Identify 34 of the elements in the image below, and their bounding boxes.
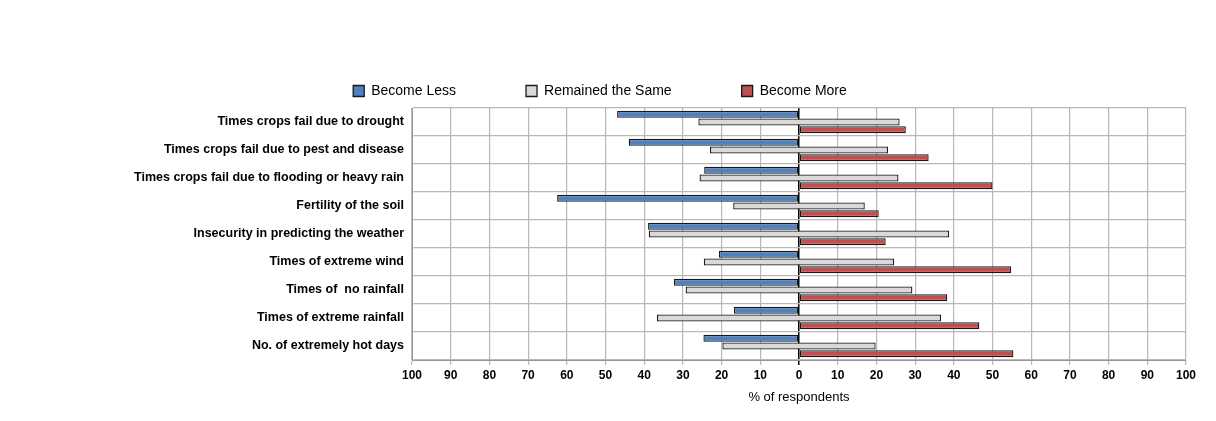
x-tick-label: 0 xyxy=(795,367,803,382)
x-tick-label: 10 xyxy=(831,367,845,382)
x-tick-label: 100 xyxy=(1175,367,1197,382)
legend-label: Become More xyxy=(759,81,848,98)
y-tick-label: Times of no rainfall xyxy=(286,282,404,297)
x-tick-label: 70 xyxy=(1063,367,1077,382)
y-tick-label: Insecurity in predicting the weather xyxy=(193,226,405,241)
x-tick-label: 10 xyxy=(753,367,768,382)
y-tick-label: No. of extremely hot days xyxy=(251,338,405,353)
x-tick-label: 50 xyxy=(985,367,1000,382)
x-tick-label: 40 xyxy=(637,367,652,382)
legend-label: Remained the Same xyxy=(544,81,672,98)
x-tick-label: 50 xyxy=(598,367,613,382)
x-tick-label: 20 xyxy=(869,367,884,382)
x-tick-label: 20 xyxy=(714,367,729,382)
x-tick-label: 80 xyxy=(1101,367,1116,382)
legend-label: Become Less xyxy=(371,81,457,98)
y-tick-label: Times crops fail due to pest and disease xyxy=(163,142,405,157)
y-tick-label: Times crops fail due to flooding or heavy rain xyxy=(134,170,404,185)
x-tick-label: 60 xyxy=(560,367,574,382)
x-tick-label: 40 xyxy=(947,367,961,382)
x-axis-title: % of respondents xyxy=(748,388,851,404)
y-tick-label: Times of extreme rainfall xyxy=(256,310,404,325)
x-tick-label: 100 xyxy=(401,367,423,382)
x-tick-label: 90 xyxy=(1140,367,1155,382)
y-tick-label: Times of extreme wind xyxy=(269,254,404,269)
y-tick-label: Fertility of the soil xyxy=(296,198,404,213)
x-tick-label: 30 xyxy=(676,367,690,382)
x-tick-label: 80 xyxy=(482,367,497,382)
y-tick-label: Times crops fail due to drought xyxy=(217,114,405,129)
x-tick-label: 90 xyxy=(444,367,458,382)
x-tick-label: 30 xyxy=(908,367,923,382)
x-tick-label: 70 xyxy=(521,367,536,382)
x-tick-label: 60 xyxy=(1024,367,1039,382)
